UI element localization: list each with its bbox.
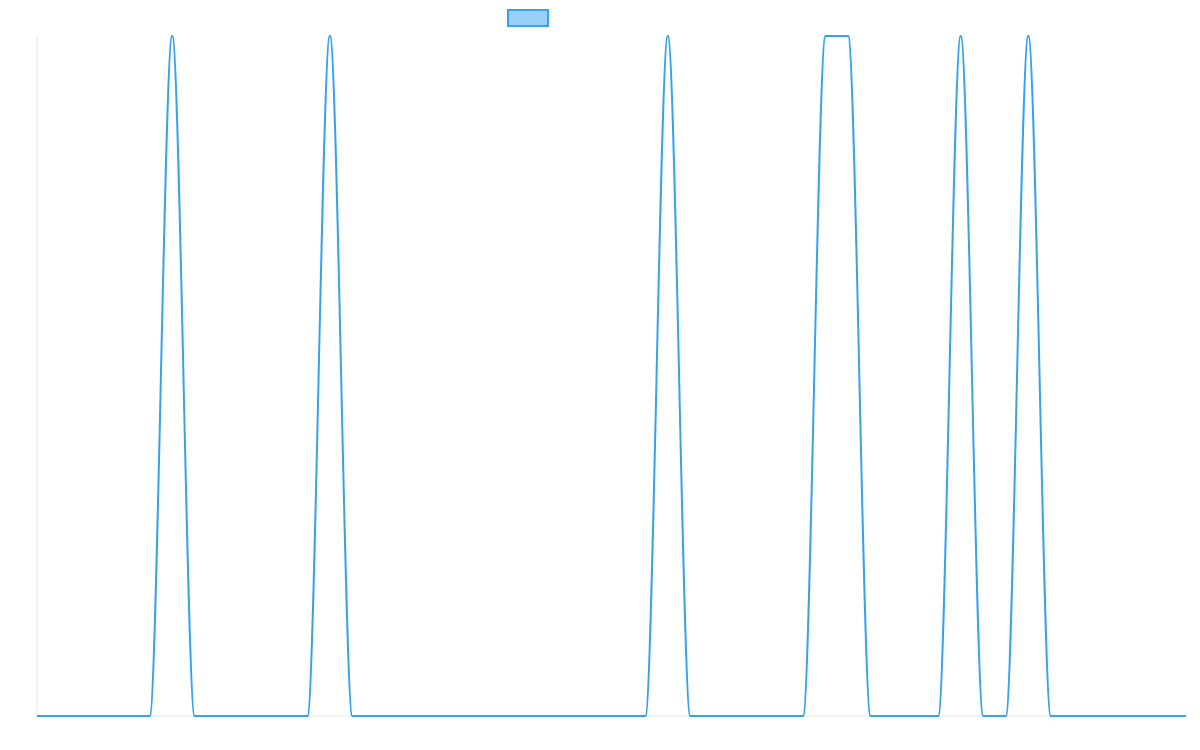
legend — [507, 9, 549, 27]
legend-swatch[interactable] — [507, 9, 549, 27]
series-line — [37, 35, 1186, 717]
series-group — [37, 35, 1186, 717]
